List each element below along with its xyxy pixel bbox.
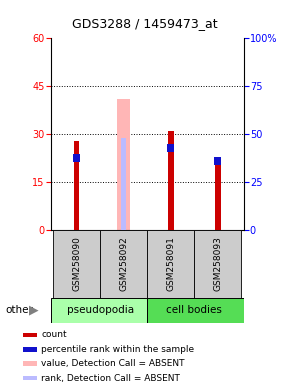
Bar xyxy=(147,298,244,323)
Text: pseudopodia: pseudopodia xyxy=(67,305,134,315)
Text: GSM258093: GSM258093 xyxy=(213,237,222,291)
Bar xyxy=(147,230,194,298)
Text: GSM258090: GSM258090 xyxy=(72,237,81,291)
Bar xyxy=(73,154,80,162)
Text: GSM258091: GSM258091 xyxy=(166,237,175,291)
Bar xyxy=(23,361,37,366)
Bar xyxy=(167,144,174,152)
Text: cell bodies: cell bodies xyxy=(166,305,222,315)
Text: ▶: ▶ xyxy=(28,304,38,316)
Bar xyxy=(214,157,221,165)
Bar xyxy=(117,99,130,230)
Text: other: other xyxy=(6,305,34,315)
Bar xyxy=(121,137,126,230)
Bar xyxy=(74,141,79,230)
Bar xyxy=(51,298,147,323)
Bar xyxy=(53,230,100,298)
Bar xyxy=(100,230,147,298)
Text: count: count xyxy=(41,330,67,339)
Text: percentile rank within the sample: percentile rank within the sample xyxy=(41,345,195,354)
Bar xyxy=(23,376,37,380)
Bar xyxy=(23,333,37,337)
Text: GSM258092: GSM258092 xyxy=(119,237,128,291)
Bar xyxy=(23,347,37,352)
Bar xyxy=(215,160,221,230)
Text: GDS3288 / 1459473_at: GDS3288 / 1459473_at xyxy=(72,17,218,30)
Bar xyxy=(168,131,173,230)
Text: rank, Detection Call = ABSENT: rank, Detection Call = ABSENT xyxy=(41,374,180,382)
Bar xyxy=(194,230,241,298)
Text: value, Detection Call = ABSENT: value, Detection Call = ABSENT xyxy=(41,359,185,368)
